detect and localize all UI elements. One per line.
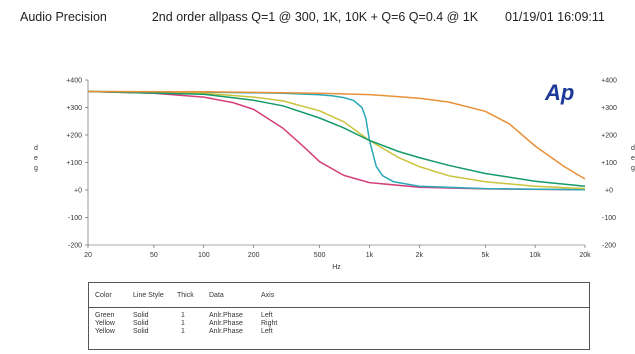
legend-cell: Solid [133, 328, 149, 335]
y-tick-label: +100 [66, 160, 82, 167]
right-y-tick-label: +400 [601, 78, 617, 85]
x-tick-label: 100 [198, 252, 210, 259]
legend-cell: Left [261, 312, 273, 319]
legend-cell: 1 [181, 320, 185, 327]
app-name: Audio Precision [20, 10, 107, 24]
legend-row: Yellow Solid 1 Anlr.Phase Left [89, 328, 589, 335]
series-line-4 [87, 90, 586, 180]
x-tick-label: 50 [150, 252, 158, 259]
y-axis-label: e [34, 155, 38, 162]
x-tick-label: 20k [579, 252, 591, 259]
legend-cell: Anlr.Phase [209, 312, 243, 319]
legend-cell: 1 [181, 328, 185, 335]
legend-cell: Yellow [95, 320, 115, 327]
y-tick-label: +0 [74, 188, 82, 195]
y-axis-label: d [34, 145, 38, 152]
timestamp: 01/19/01 16:09:11 [505, 10, 605, 24]
legend-header-style: Line Style [133, 292, 164, 299]
ap-logo: Ap [544, 80, 574, 105]
y-tick-label: -200 [68, 243, 82, 250]
x-tick-label: 1k [366, 252, 374, 259]
legend-cell: Anlr.Phase [209, 328, 243, 335]
legend-cell: Green [95, 312, 115, 319]
legend-table: Color Line Style Thick Data Axis Green S… [88, 282, 590, 350]
right-y-axis-label: d [631, 145, 635, 152]
legend-cell: Solid [133, 320, 149, 327]
x-tick-label: 200 [248, 252, 260, 259]
series-line-1 [87, 90, 586, 191]
series-line-3 [87, 90, 586, 187]
legend-cell: Left [261, 328, 273, 335]
right-y-tick-label: -200 [602, 243, 616, 250]
series-line-0 [87, 90, 586, 191]
legend-header-axis: Axis [261, 292, 275, 299]
right-y-axis-label: e [631, 155, 635, 162]
right-y-tick-label: +300 [601, 105, 617, 112]
x-axis-label: Hz [332, 264, 341, 271]
y-tick-label: +400 [66, 78, 82, 85]
legend-cell: Yellow [95, 328, 115, 335]
legend-row: Green Solid 1 Anlr.Phase Left [89, 312, 589, 319]
header: Audio Precision 2nd order allpass Q=1 @ … [0, 10, 635, 44]
right-y-tick-label: -100 [602, 215, 616, 222]
x-tick-label: 2k [416, 252, 424, 259]
y-tick-label: -100 [68, 215, 82, 222]
legend-cell: 1 [181, 312, 185, 319]
x-tick-label: 10k [529, 252, 541, 259]
legend-header-color: Color [95, 292, 112, 299]
legend-cell: Anlr.Phase [209, 320, 243, 327]
legend-header-data: Data [209, 292, 224, 299]
right-y-tick-label: +100 [601, 160, 617, 167]
legend-cell: Solid [133, 312, 149, 319]
right-y-axis-label: g [631, 165, 635, 172]
x-tick-label: 5k [482, 252, 490, 259]
legend-row: Yellow Solid 1 Anlr.Phase Right [89, 320, 589, 327]
series-line-2 [87, 90, 586, 190]
y-axis-label: g [34, 165, 38, 172]
legend-cell: Right [261, 320, 278, 327]
right-y-tick-label: +0 [605, 188, 613, 195]
y-tick-label: +300 [66, 105, 82, 112]
x-tick-label: 20 [84, 252, 92, 259]
legend-header-thick: Thick [177, 292, 194, 299]
right-y-tick-label: +200 [601, 133, 617, 140]
x-tick-label: 500 [314, 252, 326, 259]
chart-title: 2nd order allpass Q=1 @ 300, 1K, 10K + Q… [151, 10, 479, 24]
y-tick-label: +200 [66, 133, 82, 140]
legend-header-row: Color Line Style Thick Data Axis [89, 283, 589, 308]
